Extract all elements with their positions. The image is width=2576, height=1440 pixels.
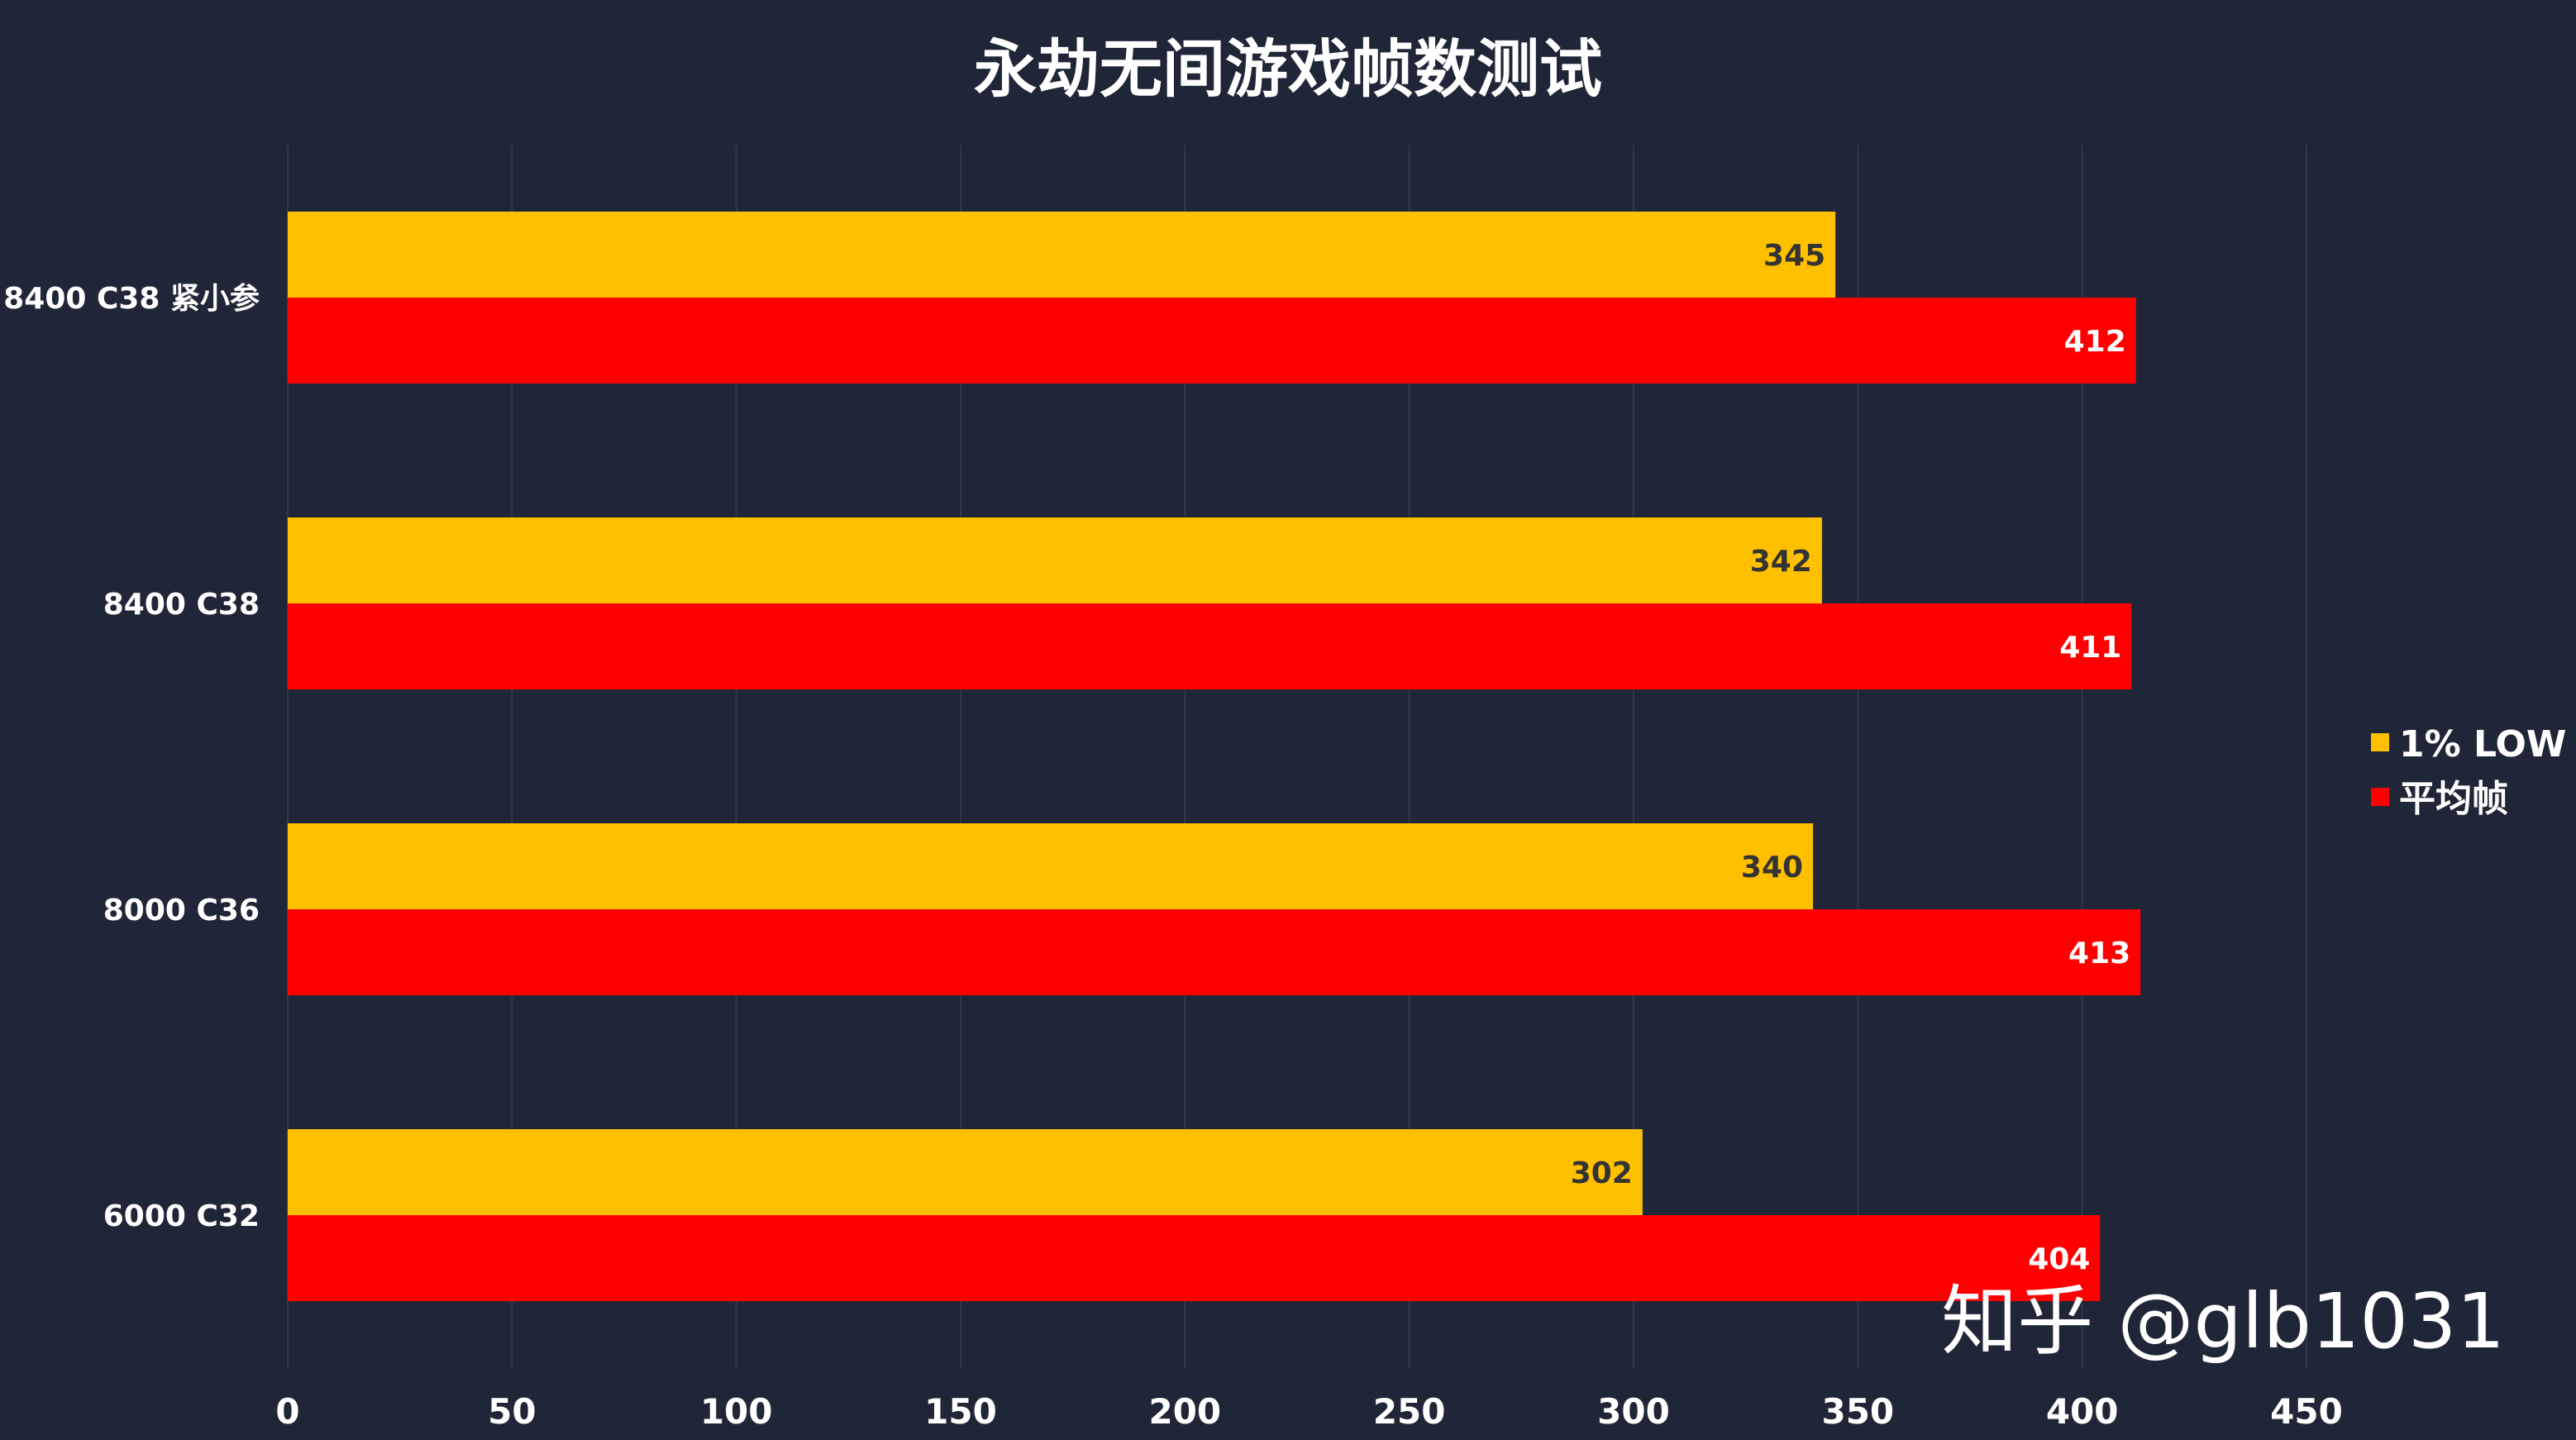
bar — [288, 517, 1822, 603]
x-tick-label: 450 — [2270, 1391, 2343, 1432]
legend-swatch — [2371, 733, 2389, 751]
legend-label: 1% LOW — [2399, 723, 2566, 765]
data-label: 340 — [1741, 851, 1803, 885]
category-label: 8400 C38 — [103, 588, 260, 622]
bar — [288, 298, 2136, 384]
x-tick-labels: 0 50 100 150 200 250 300 350 400 450 — [275, 1391, 2342, 1432]
category-labels: 8400 C38 紧小参 8400 C38 8000 C36 6000 C32 — [3, 282, 260, 1233]
data-label: 342 — [1750, 545, 1812, 579]
legend: 1% LOW 平均帧 — [2371, 723, 2566, 820]
category-label: 8400 C38 紧小参 — [3, 282, 260, 316]
legend-label: 平均帧 — [2399, 778, 2508, 820]
bar — [288, 1215, 2101, 1301]
x-tick-label: 0 — [275, 1391, 299, 1432]
data-label: 302 — [1571, 1156, 1633, 1190]
data-label: 345 — [1763, 239, 1825, 273]
x-tick-label: 150 — [924, 1391, 997, 1432]
data-label: 412 — [2064, 325, 2126, 359]
x-tick-label: 350 — [1821, 1391, 1894, 1432]
data-label: 413 — [2068, 937, 2130, 970]
legend-swatch — [2371, 788, 2389, 806]
x-tick-label: 200 — [1148, 1391, 1221, 1432]
x-tick-label: 400 — [2046, 1391, 2119, 1432]
bar — [288, 909, 2141, 995]
data-label: 411 — [2059, 631, 2121, 665]
category-label: 6000 C32 — [103, 1199, 260, 1233]
x-tick-label: 50 — [488, 1391, 536, 1432]
bar — [288, 1129, 1643, 1215]
bar — [288, 823, 1814, 909]
x-tick-label: 250 — [1373, 1391, 1446, 1432]
category-label: 8000 C36 — [103, 894, 260, 927]
bar — [288, 212, 1836, 298]
x-tick-label: 300 — [1597, 1391, 1670, 1432]
x-tick-label: 100 — [700, 1391, 773, 1432]
chart-title: 永劫无间游戏帧数测试 — [974, 32, 1602, 106]
bars: 345 412 342 411 340 413 302 404 — [288, 212, 2141, 1301]
bar — [288, 603, 2132, 689]
watermark: 知乎 @glb1031 — [1941, 1277, 2505, 1366]
data-label: 404 — [2028, 1242, 2090, 1276]
